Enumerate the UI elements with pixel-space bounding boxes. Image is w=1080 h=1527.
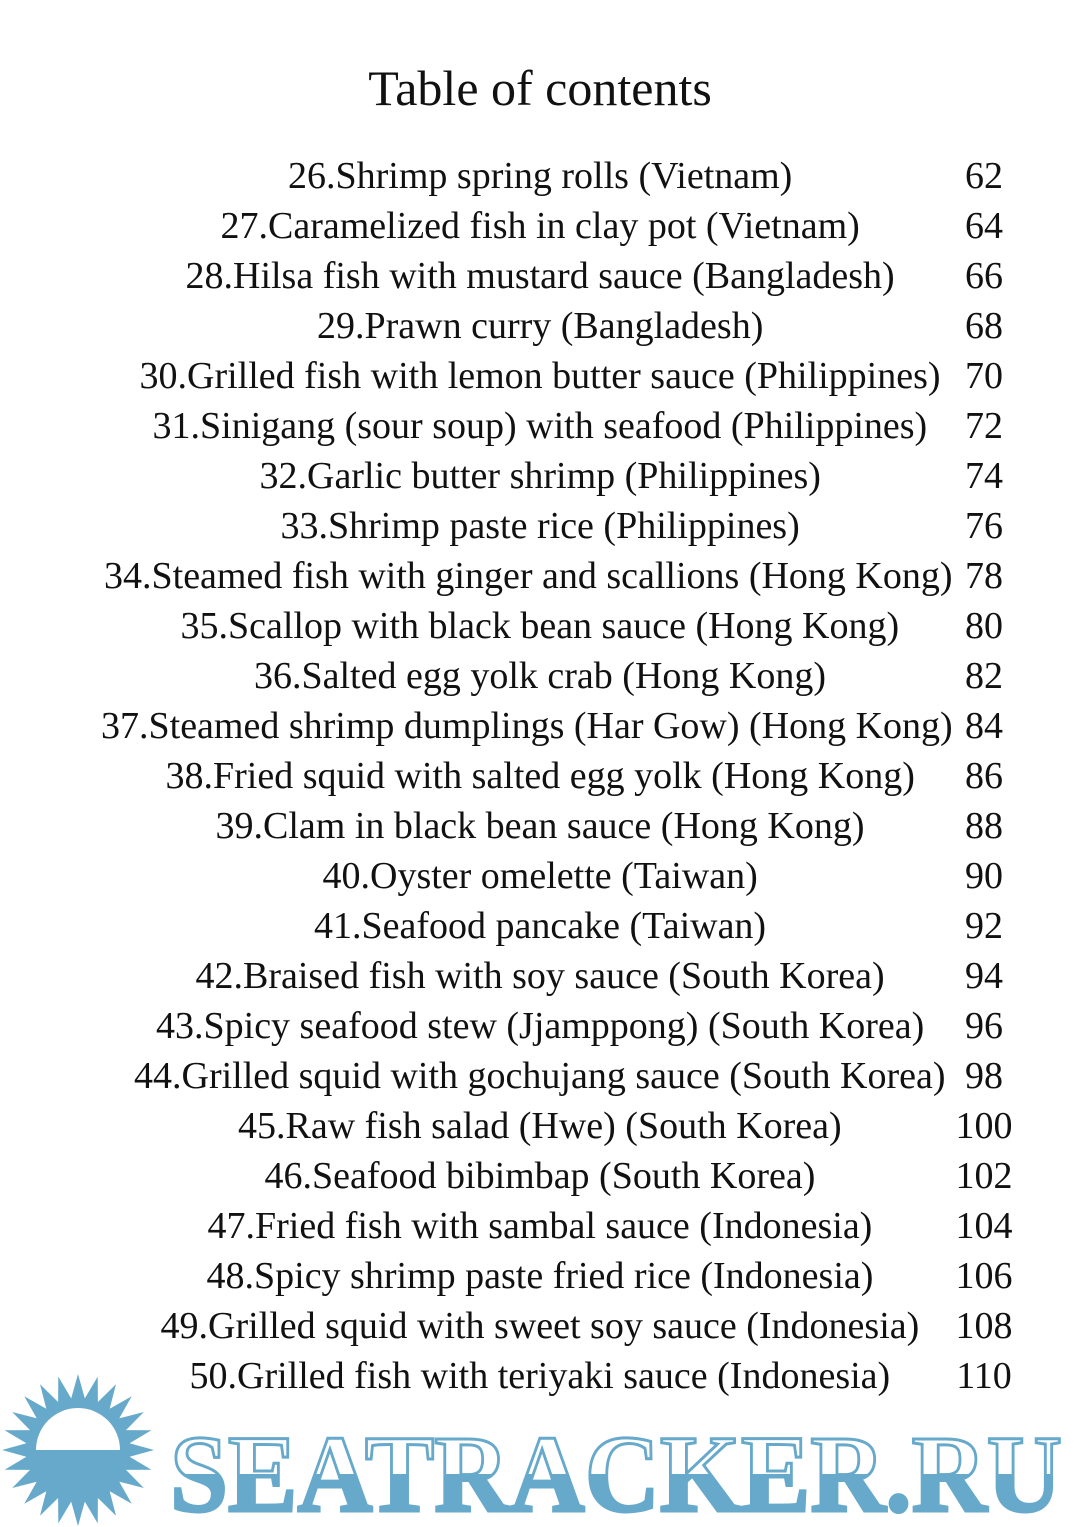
toc-entry-page: 94 [965,955,1003,997]
toc-entry[interactable]: 41.Seafood pancake (Taiwan) 92 [0,901,1080,951]
toc-entry-page: 62 [965,155,1003,197]
toc-entry-title: 39.Clam in black bean sauce (Hong Kong) [215,805,865,847]
toc-entry-title: 28.Hilsa fish with mustard sauce (Bangla… [185,255,895,297]
toc-entry[interactable]: 32.Garlic butter shrimp (Philippines) 74 [0,451,1080,501]
toc-entry[interactable]: 39.Clam in black bean sauce (Hong Kong) 8… [0,801,1080,851]
toc-entry-title: 45.Raw fish salad (Hwe) (South Korea) [238,1105,842,1147]
toc-entry-title: 35.Scallop with black bean sauce (Hong K… [180,605,900,647]
toc-entry-title: 30.Grilled fish with lemon butter sauce … [139,355,941,397]
toc-entry[interactable]: 47.Fried fish with sambal sauce (Indones… [0,1201,1080,1251]
watermark-text: SEATRACKER.RU [170,1413,1062,1527]
toc-entry-title: 48.Spicy shrimp paste fried rice (Indone… [206,1255,874,1297]
toc-entry[interactable]: 34.Steamed fish with ginger and scallion… [0,551,1080,601]
toc-entry-title: 27.Caramelized fish in clay pot (Vietnam… [220,205,860,247]
toc-entry[interactable]: 37.Steamed shrimp dumplings (Har Gow) (H… [0,701,1080,751]
toc-entry[interactable]: 31.Sinigang (sour soup) with seafood (Ph… [0,401,1080,451]
toc-entry[interactable]: 30.Grilled fish with lemon butter sauce … [0,351,1080,401]
toc-entry-page: 102 [955,1155,1013,1197]
toc-entry[interactable]: 36.Salted egg yolk crab (Hong Kong) 82 [0,651,1080,701]
toc-entry-title: 26.Shrimp spring rolls (Vietnam) [288,155,793,197]
toc-entry-page: 66 [965,255,1003,297]
toc-entry-page: 82 [965,655,1003,697]
toc-entry-title: 32.Garlic butter shrimp (Philippines) [259,455,821,497]
toc-entry-title: 34.Steamed fish with ginger and scallion… [104,555,953,597]
toc-entry[interactable]: 43.Spicy seafood stew (Jjamppong) (South… [0,1001,1080,1051]
toc-entry[interactable]: 29.Prawn curry (Bangladesh) 68 [0,301,1080,351]
toc-entry-page: 80 [965,605,1003,647]
toc-entry-title: 37.Steamed shrimp dumplings (Har Gow) (H… [101,705,953,747]
toc-entry-page: 100 [955,1105,1013,1147]
toc-entry-page: 110 [956,1355,1012,1397]
toc-entry-title: 29.Prawn curry (Bangladesh) [317,305,764,347]
toc-entry-title: 44.Grilled squid with gochujang sauce (S… [134,1055,946,1097]
toc-entry[interactable]: 46.Seafood bibimbap (South Korea) 102 [0,1151,1080,1201]
toc-entry-title: 36.Salted egg yolk crab (Hong Kong) [254,655,826,697]
toc-entry[interactable]: 49.Grilled squid with sweet soy sauce (I… [0,1301,1080,1351]
toc-entry[interactable]: 33.Shrimp paste rice (Philippines) 76 [0,501,1080,551]
toc-entry[interactable]: 38.Fried squid with salted egg yolk (Hon… [0,751,1080,801]
toc-entry-title: 33.Shrimp paste rice (Philippines) [280,505,800,547]
toc-entry[interactable]: 42.Braised fish with soy sauce (South Ko… [0,951,1080,1001]
toc-entry-page: 108 [955,1305,1013,1347]
toc-entry-page: 88 [965,805,1003,847]
toc-entry-page: 70 [965,355,1003,397]
toc-entry-title: 40.Oyster omelette (Taiwan) [322,855,758,897]
toc-entry[interactable]: 40.Oyster omelette (Taiwan) 90 [0,851,1080,901]
toc-entry-page: 68 [965,305,1003,347]
toc-entry-title: 31.Sinigang (sour soup) with seafood (Ph… [152,405,928,447]
toc-entry-title: 43.Spicy seafood stew (Jjamppong) (South… [156,1005,925,1047]
toc-entry-page: 106 [955,1255,1013,1297]
toc-entry[interactable]: 26.Shrimp spring rolls (Vietnam) 62 [0,151,1080,201]
toc-entry[interactable]: 28.Hilsa fish with mustard sauce (Bangla… [0,251,1080,301]
toc-entry-page: 98 [965,1055,1003,1097]
toc-entry-title: 46.Seafood bibimbap (South Korea) [264,1155,816,1197]
toc-entry[interactable]: 45.Raw fish salad (Hwe) (South Korea) 100 [0,1101,1080,1151]
page-title: Table of contents [368,60,712,116]
toc-entry-page: 96 [965,1005,1003,1047]
toc-entry-title: 41.Seafood pancake (Taiwan) [314,905,767,947]
toc-entry[interactable]: 50.Grilled fish with teriyaki sauce (Ind… [0,1351,1080,1401]
toc-entry-page: 76 [965,505,1003,547]
watermark: SEATRACKER.RU [2,1374,1064,1527]
toc-entry-page: 86 [965,755,1003,797]
toc-list: 26.Shrimp spring rolls (Vietnam) 62 27.Car… [0,151,1080,1401]
toc-entry[interactable]: 44.Grilled squid with gochujang sauce (S… [0,1051,1080,1101]
toc-entry-page: 64 [965,205,1003,247]
toc-entry-title: 47.Fried fish with sambal sauce (Indones… [207,1205,873,1247]
toc-entry[interactable]: 27.Caramelized fish in clay pot (Vietnam… [0,201,1080,251]
toc-entry-page: 90 [965,855,1003,897]
toc-entry[interactable]: 48.Spicy shrimp paste fried rice (Indone… [0,1251,1080,1301]
toc-entry-title: 49.Grilled squid with sweet soy sauce (I… [160,1305,920,1347]
toc-entry-page: 104 [955,1205,1013,1247]
toc-entry-page: 84 [965,705,1003,747]
toc-entry-page: 72 [965,405,1003,447]
sun-icon [2,1374,154,1526]
toc-entry[interactable]: 35.Scallop with black bean sauce (Hong K… [0,601,1080,651]
toc-entry-title: 50.Grilled fish with teriyaki sauce (Ind… [189,1355,891,1397]
toc-entry-page: 74 [965,455,1003,497]
toc-entry-page: 78 [965,555,1003,597]
toc-entry-title: 38.Fried squid with salted egg yolk (Hon… [165,755,915,797]
toc-entry-title: 42.Braised fish with soy sauce (South Ko… [195,955,885,997]
toc-entry-page: 92 [965,905,1003,947]
